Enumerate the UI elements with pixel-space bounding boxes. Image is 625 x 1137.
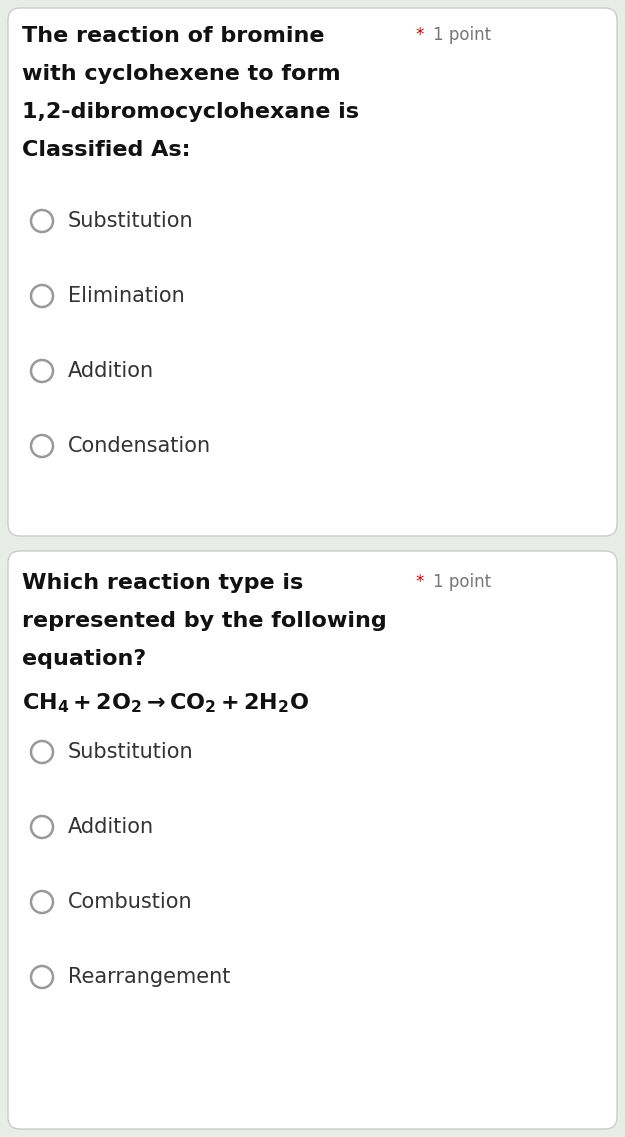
Circle shape [31,285,53,307]
Text: Substitution: Substitution [68,211,194,231]
FancyBboxPatch shape [8,8,617,536]
Circle shape [31,741,53,763]
Text: Classified As:: Classified As: [22,140,191,160]
Circle shape [31,360,53,382]
Text: *: * [415,26,423,44]
Text: 1 point: 1 point [433,26,491,44]
Text: Combustion: Combustion [68,893,192,912]
Text: 1 point: 1 point [433,573,491,591]
Text: Substitution: Substitution [68,742,194,762]
Text: Elimination: Elimination [68,287,185,306]
Text: The reaction of bromine: The reaction of bromine [22,26,324,45]
Text: represented by the following: represented by the following [22,611,387,631]
Text: with cyclohexene to form: with cyclohexene to form [22,64,341,84]
Circle shape [31,210,53,232]
Text: $\mathbf{CH_4 + 2O_2 \rightarrow CO_2 + 2H_2O}$: $\mathbf{CH_4 + 2O_2 \rightarrow CO_2 + … [22,691,309,714]
Circle shape [31,966,53,988]
Text: Which reaction type is: Which reaction type is [22,573,303,594]
Text: Rearrangement: Rearrangement [68,966,231,987]
Circle shape [31,435,53,457]
Text: 1,2-dibromocyclohexane is: 1,2-dibromocyclohexane is [22,102,359,122]
Circle shape [31,816,53,838]
Text: Addition: Addition [68,818,154,837]
Circle shape [31,891,53,913]
Text: equation?: equation? [22,649,146,669]
FancyBboxPatch shape [8,551,617,1129]
Text: *: * [415,573,423,591]
Text: Condensation: Condensation [68,435,211,456]
Text: Addition: Addition [68,362,154,381]
